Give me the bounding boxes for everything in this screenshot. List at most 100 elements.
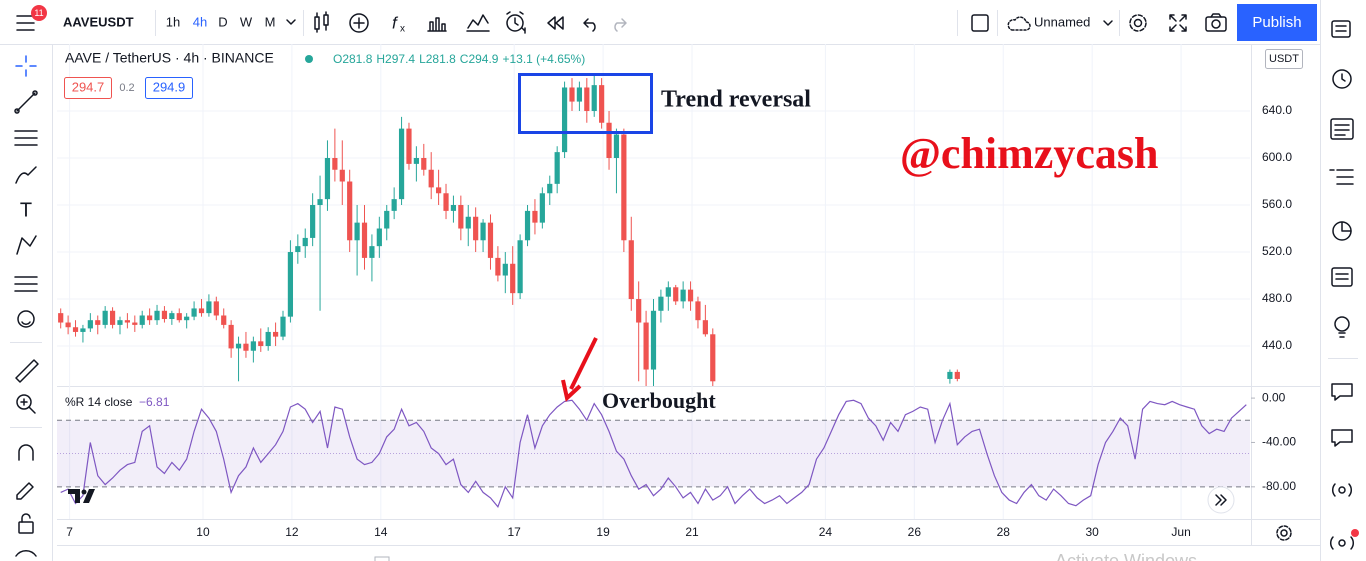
x-tick-label: 21 — [685, 525, 699, 539]
candle-body — [532, 210, 538, 223]
candle-body — [310, 205, 316, 238]
pattern-tool[interactable] — [16, 235, 37, 255]
symbol-name[interactable]: AAVEUSDT — [63, 14, 134, 29]
y-tick-label: 560.0 — [1262, 197, 1292, 211]
y-tick-label: 640.0 — [1262, 103, 1292, 117]
redo-button[interactable] — [614, 18, 627, 32]
candle-body — [606, 122, 612, 158]
interval-button[interactable]: 4h — [193, 14, 207, 29]
candle-body — [695, 301, 701, 321]
settings-button[interactable] — [1129, 14, 1147, 32]
indicators-button[interactable] — [349, 13, 369, 33]
compare-button[interactable] — [466, 14, 490, 32]
candle-body — [495, 257, 501, 276]
candle-body — [658, 296, 664, 311]
text-tool[interactable]: T — [20, 199, 32, 221]
streams-button[interactable] — [1331, 483, 1353, 497]
candle-body — [465, 216, 471, 229]
help-badge — [1351, 529, 1359, 537]
interval-button[interactable]: W — [240, 14, 253, 29]
chart-settings[interactable] — [1276, 525, 1292, 541]
scroll-to-realtime[interactable] — [1207, 486, 1235, 514]
interval-button[interactable]: M — [265, 14, 276, 29]
trendline-tool[interactable] — [14, 90, 38, 114]
lock-tool[interactable] — [18, 513, 34, 534]
prediction-tool[interactable] — [14, 276, 38, 292]
layout-dropdown[interactable] — [1103, 20, 1113, 26]
os-notice: Activate Windows — [1055, 551, 1197, 561]
undo-button[interactable] — [583, 18, 596, 32]
fx-icon[interactable]: f — [392, 13, 399, 32]
publish-label: Publish — [1252, 14, 1301, 31]
notification-count: 11 — [34, 8, 43, 18]
visibility-tool[interactable] — [15, 550, 37, 557]
candle-body — [191, 308, 197, 317]
currency-box[interactable] — [1265, 49, 1303, 69]
annotation-arrow — [561, 337, 598, 402]
zoom-tool[interactable] — [16, 394, 36, 414]
candle-body — [228, 324, 234, 349]
publish-button[interactable] — [1237, 4, 1317, 41]
candle-body — [198, 308, 205, 314]
candle-body — [398, 128, 405, 200]
candle-body — [628, 240, 634, 300]
ohlc-item: +13.1 (+4.65%) — [502, 52, 585, 66]
candle-body — [480, 222, 486, 241]
snapshot-button[interactable] — [1205, 13, 1227, 32]
candle-body — [176, 313, 182, 321]
candle-body — [584, 87, 590, 111]
layout-button[interactable] — [971, 14, 989, 32]
templates-button[interactable] — [427, 17, 447, 32]
candle-body — [258, 341, 264, 347]
fib-tool[interactable] — [14, 130, 38, 146]
candle-body — [184, 316, 190, 321]
layout-name[interactable]: Unnamed — [1034, 14, 1090, 29]
candle-body — [324, 158, 331, 200]
candles — [58, 75, 960, 386]
indicator-name: %R 14 close — [65, 395, 133, 409]
buy-box[interactable] — [145, 77, 193, 99]
watchlist-button[interactable] — [1331, 20, 1351, 38]
interval-button[interactable]: D — [218, 14, 227, 29]
candle-body — [517, 240, 523, 294]
chat-button[interactable] — [1331, 383, 1353, 401]
candle-body — [250, 341, 256, 351]
measure-tool[interactable] — [15, 359, 39, 383]
candle-body — [213, 301, 219, 316]
data-window-button[interactable] — [1329, 169, 1354, 185]
magnet-tool[interactable] — [18, 444, 34, 461]
news-button[interactable] — [1330, 118, 1354, 140]
candle-body — [680, 289, 686, 302]
candle-body — [221, 315, 227, 325]
stay-drawing-tool[interactable] — [16, 482, 34, 500]
williams-r-line — [60, 399, 1247, 508]
replay-button[interactable] — [547, 16, 564, 30]
messages-button[interactable] — [1331, 429, 1353, 447]
alerts-button[interactable] — [1332, 69, 1352, 89]
candle-body — [65, 322, 71, 328]
candle-body — [539, 193, 545, 223]
menu-button[interactable]: 11 — [16, 5, 47, 31]
sell-box[interactable] — [64, 77, 112, 99]
indicator-levels — [57, 419, 1250, 488]
calendar-button[interactable] — [1331, 267, 1353, 287]
x-tick-label: 26 — [908, 525, 922, 539]
hotlist-button[interactable] — [1332, 221, 1352, 241]
box-label: Trend reversal — [661, 87, 811, 113]
emoji-tool[interactable] — [17, 310, 35, 328]
help-button[interactable] — [1329, 536, 1355, 550]
candle-body — [510, 263, 516, 294]
candle-body — [332, 158, 338, 170]
interval-button[interactable]: 1h — [166, 14, 180, 29]
chart-type-button[interactable] — [314, 11, 329, 33]
crosshair-tool[interactable] — [15, 55, 37, 77]
ideas-button[interactable] — [1334, 316, 1350, 338]
candle-body — [161, 310, 168, 320]
fullscreen-button[interactable] — [1169, 14, 1187, 32]
candle-body — [95, 320, 101, 325]
interval-dropdown[interactable] — [286, 19, 296, 25]
brush-tool[interactable] — [15, 166, 37, 184]
alert-button[interactable] — [506, 11, 526, 34]
candle-body — [132, 322, 138, 325]
